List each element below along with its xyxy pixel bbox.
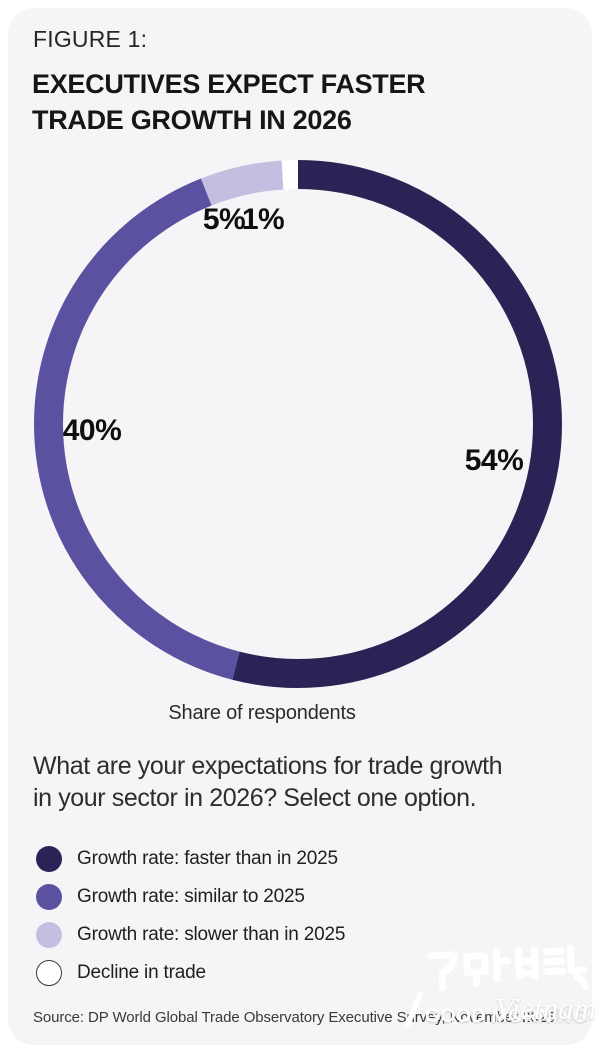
segment-value-label-decline: 1% — [241, 203, 285, 236]
survey-question-line1: What are your expectations for trade gro… — [33, 752, 503, 780]
figure-label: FIGURE 1: — [33, 26, 148, 52]
segment-value-label-similar: 40% — [62, 414, 122, 447]
donut-chart-svg — [34, 160, 562, 688]
segment-value-label-faster: 54% — [464, 444, 524, 477]
survey-question: What are your expectations for trade gro… — [33, 750, 503, 814]
legend-label-faster: Growth rate: faster than in 2025 — [77, 848, 338, 869]
legend-item-decline: Decline in trade — [36, 960, 345, 986]
donut-segment-1pct — [34, 160, 562, 688]
source-note: Source: DP World Global Trade Observator… — [33, 1009, 556, 1026]
legend-swatch-slower-icon — [36, 922, 62, 948]
legend-label-similar: Growth rate: similar to 2025 — [77, 886, 305, 907]
legend-label-slower: Growth rate: slower than in 2025 — [77, 924, 346, 945]
legend-swatch-faster-icon — [36, 846, 62, 872]
figure-title: EXECUTIVES EXPECT FASTER TRADE GROWTH IN… — [32, 66, 426, 138]
legend-swatch-similar-icon — [36, 884, 62, 910]
donut-segment-40pct — [34, 160, 562, 688]
chart-legend: Growth rate: faster than in 2025 Growth … — [36, 846, 345, 986]
donut-chart: 54% 40% 5% 1% — [0, 130, 600, 720]
segment-value-label-slower: 5% — [202, 203, 246, 236]
chart-caption: Share of respondents — [168, 702, 356, 724]
survey-question-line2: in your sector in 2026? Select one optio… — [33, 784, 477, 812]
figure-title-line1: EXECUTIVES EXPECT FASTER — [32, 69, 426, 99]
legend-item-similar: Growth rate: similar to 2025 — [36, 884, 345, 910]
figure-title-line2: TRADE GROWTH IN 2026 — [32, 105, 352, 135]
legend-item-faster: Growth rate: faster than in 2025 — [36, 846, 345, 872]
legend-label-decline: Decline in trade — [77, 962, 206, 983]
legend-item-slower: Growth rate: slower than in 2025 — [36, 922, 345, 948]
legend-swatch-decline-icon — [36, 960, 62, 986]
